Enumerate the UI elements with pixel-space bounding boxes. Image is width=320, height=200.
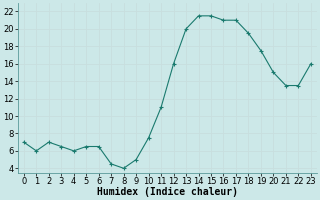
X-axis label: Humidex (Indice chaleur): Humidex (Indice chaleur) [97,187,238,197]
